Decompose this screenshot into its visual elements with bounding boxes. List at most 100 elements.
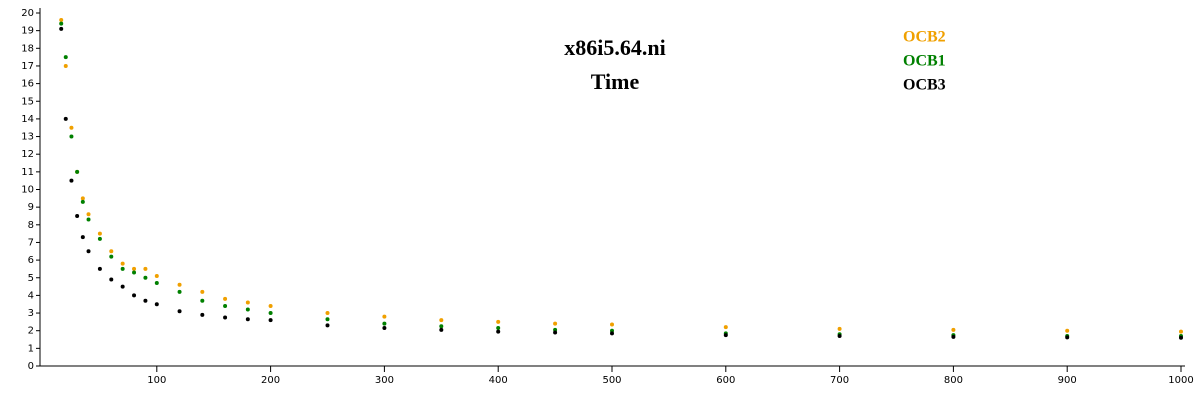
x-tick-label: 100 [147, 375, 166, 386]
y-tick-label: 6 [28, 255, 34, 266]
y-tick-label: 7 [28, 237, 34, 248]
point [951, 327, 956, 332]
point [382, 314, 387, 319]
point [1179, 335, 1183, 340]
point [245, 317, 250, 322]
point [723, 325, 728, 330]
point [143, 298, 148, 303]
point [132, 293, 137, 298]
point [120, 266, 125, 271]
point [610, 331, 614, 336]
point [97, 266, 102, 271]
point [223, 315, 228, 320]
point [439, 318, 444, 323]
y-tick-label: 10 [21, 185, 34, 196]
point [154, 302, 159, 307]
point [200, 298, 205, 303]
y-tick-label: 15 [21, 96, 34, 107]
point [496, 329, 501, 334]
point [268, 303, 273, 308]
point [63, 116, 68, 121]
point [177, 289, 182, 294]
point [86, 217, 91, 222]
point [69, 125, 74, 130]
point [439, 327, 444, 332]
point [63, 55, 68, 60]
point [200, 312, 205, 317]
point [1179, 329, 1183, 334]
point [109, 254, 114, 259]
x-tick-label: 800 [944, 375, 963, 386]
point [951, 334, 956, 339]
point [80, 196, 85, 201]
y-tick-label: 3 [28, 308, 34, 319]
point [439, 324, 444, 329]
point [200, 289, 205, 294]
point [154, 273, 159, 278]
x-tick-label: 400 [489, 375, 508, 386]
point [132, 270, 137, 275]
point [143, 275, 148, 280]
point [132, 266, 137, 271]
point [177, 282, 182, 287]
point [177, 309, 182, 314]
x-tick-label: 200 [261, 375, 280, 386]
x-tick-label: 900 [1058, 375, 1077, 386]
y-tick-label: 16 [21, 79, 34, 90]
point [723, 333, 728, 338]
point [382, 321, 387, 326]
x-tick-label: 600 [716, 375, 735, 386]
y-tick-label: 11 [21, 167, 34, 178]
y-tick-label: 5 [28, 273, 34, 284]
point [325, 311, 330, 316]
point [109, 249, 114, 254]
point [837, 333, 842, 338]
point [109, 277, 114, 282]
point [59, 21, 64, 26]
point [69, 178, 74, 183]
y-tick-label: 8 [28, 220, 34, 231]
point [223, 303, 228, 308]
point [837, 326, 842, 331]
point [1065, 335, 1070, 340]
x-tick-label: 700 [830, 375, 849, 386]
point [1065, 328, 1070, 333]
point [553, 330, 558, 335]
point [382, 326, 387, 331]
point [80, 235, 85, 240]
point [245, 300, 250, 305]
point [325, 317, 330, 322]
point [59, 26, 64, 31]
point [59, 18, 64, 23]
point [97, 236, 102, 241]
y-tick-label: 9 [28, 202, 34, 213]
point [143, 266, 148, 271]
point [75, 169, 80, 174]
x-tick-label: 1000 [1168, 375, 1193, 386]
point [120, 284, 125, 289]
y-tick-label: 0 [28, 361, 34, 372]
point [63, 63, 68, 68]
point [120, 261, 125, 266]
point [496, 326, 501, 331]
y-tick-label: 4 [28, 290, 34, 301]
y-tick-label: 14 [21, 114, 34, 125]
point [610, 322, 614, 327]
y-tick-label: 13 [21, 132, 34, 143]
y-tick-label: 1 [28, 343, 34, 354]
x-tick-label: 300 [375, 375, 394, 386]
legend-label: OCB3 [903, 77, 946, 94]
legend-label: OCB1 [903, 53, 946, 70]
y-tick-label: 12 [21, 149, 34, 160]
chart-subtitle: Time [591, 69, 640, 94]
point [245, 307, 250, 312]
y-tick-label: 2 [28, 326, 34, 337]
point [80, 199, 85, 204]
legend-label: OCB2 [903, 29, 946, 46]
point [553, 321, 558, 326]
y-tick-label: 20 [21, 8, 34, 19]
y-tick-label: 17 [21, 61, 34, 72]
point [69, 134, 74, 139]
point [268, 318, 273, 323]
chart-title: x86i5.64.ni [564, 35, 665, 60]
